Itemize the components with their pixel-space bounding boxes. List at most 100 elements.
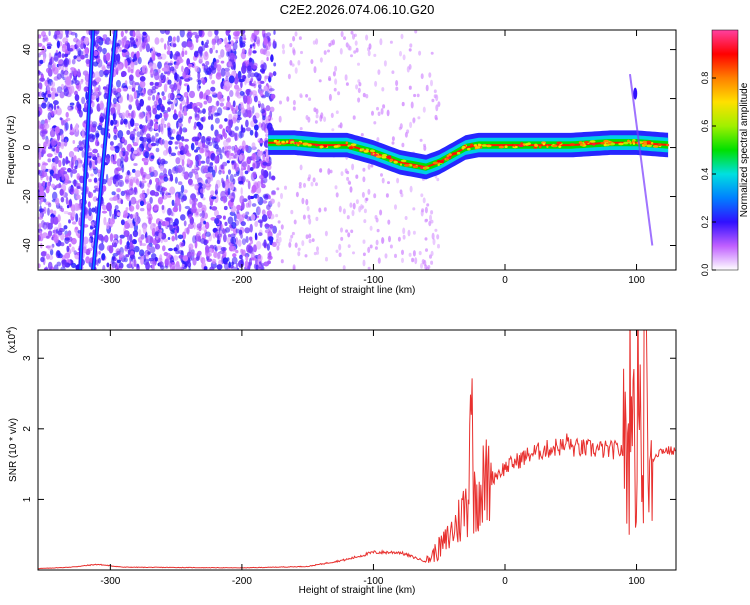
- noise-speck: [159, 265, 165, 270]
- noise-speck: [166, 194, 172, 198]
- noise-speck: [183, 138, 189, 142]
- noise-speck: [160, 72, 164, 81]
- noise-speck: [61, 259, 67, 268]
- noise-speck: [112, 119, 118, 125]
- noise-speck: [229, 130, 236, 138]
- noise-speck: [61, 174, 65, 181]
- noise-speck: [150, 88, 157, 94]
- noise-speck: [220, 49, 225, 58]
- colorbar-tick-label-2: 0.4: [700, 168, 710, 181]
- ridge-blob: [600, 141, 606, 145]
- noise-speck: [275, 238, 279, 244]
- noise-speck: [265, 50, 271, 57]
- noise-speck: [168, 140, 173, 146]
- noise-speck: [423, 143, 426, 147]
- noise-speck: [260, 103, 265, 111]
- ridge-blob: [658, 143, 662, 146]
- noise-speck: [324, 230, 328, 237]
- noise-speck: [225, 187, 229, 197]
- noise-speck: [167, 107, 171, 112]
- noise-speck: [171, 166, 177, 174]
- noise-speck: [287, 73, 291, 80]
- ridge-blob: [307, 143, 312, 147]
- noise-speck: [236, 267, 239, 270]
- noise-speck: [120, 199, 124, 205]
- noise-speck: [295, 191, 299, 198]
- noise-speck: [102, 264, 106, 270]
- noise-speck: [172, 36, 176, 42]
- noise-speck: [154, 37, 160, 45]
- ridge-blob: [297, 142, 302, 145]
- noise-speck: [73, 68, 77, 77]
- noise-speck: [233, 226, 238, 236]
- noise-speck: [339, 48, 343, 55]
- ridge-blob: [370, 149, 375, 153]
- noise-speck: [294, 31, 298, 37]
- colorbar-tick-label-3: 0.6: [700, 120, 710, 133]
- noise-speck: [124, 60, 128, 69]
- noise-speck: [373, 53, 377, 58]
- noise-speck: [184, 144, 189, 151]
- noise-speck: [353, 50, 357, 54]
- ridge-blob: [603, 143, 607, 147]
- noise-speck: [80, 78, 84, 83]
- noise-speck: [167, 40, 170, 47]
- noise-speck: [117, 60, 121, 64]
- noise-speck: [192, 235, 197, 244]
- noise-speck: [76, 194, 81, 200]
- noise-speck: [252, 172, 257, 179]
- ridge-blob: [486, 144, 492, 148]
- noise-speck: [188, 171, 193, 179]
- noise-speck: [157, 56, 163, 60]
- noise-speck: [186, 84, 190, 93]
- noise-speck: [180, 242, 186, 247]
- noise-speck: [257, 150, 263, 157]
- noise-speck: [227, 34, 231, 41]
- noise-speck: [106, 64, 111, 69]
- noise-speck: [265, 116, 270, 120]
- noise-speck: [268, 171, 272, 180]
- noise-speck: [379, 209, 383, 216]
- noise-speck: [234, 126, 239, 131]
- noise-speck: [247, 164, 251, 173]
- noise-speck: [57, 59, 64, 65]
- noise-speck: [97, 125, 103, 131]
- figure-title: C2E2.2026.074.06.10.G20: [280, 2, 435, 17]
- noise-speck: [431, 232, 435, 240]
- noise-speck: [241, 213, 247, 218]
- noise-speck: [231, 245, 237, 252]
- noise-speck: [367, 246, 371, 253]
- noise-speck: [97, 91, 102, 96]
- ridge-blob: [322, 144, 328, 148]
- noise-speck: [247, 195, 251, 200]
- noise-speck: [276, 245, 280, 251]
- noise-speck: [58, 205, 63, 209]
- noise-speck: [84, 102, 87, 111]
- noise-speck: [391, 136, 395, 142]
- noise-speck: [395, 80, 399, 87]
- noise-speck: [229, 174, 234, 183]
- noise-speck: [211, 66, 217, 74]
- noise-speck: [361, 191, 365, 198]
- noise-speck: [233, 36, 239, 40]
- spectrogram-ylabel: Frequency (Hz): [6, 116, 17, 185]
- noise-speck: [401, 257, 404, 263]
- noise-speck: [96, 169, 101, 173]
- noise-speck: [88, 190, 91, 199]
- noise-speck: [241, 48, 246, 55]
- noise-speck: [169, 186, 176, 195]
- noise-speck: [119, 234, 125, 239]
- noise-speck: [61, 53, 65, 58]
- noise-speck: [352, 33, 355, 40]
- noise-speck: [220, 164, 223, 170]
- noise-speck: [401, 249, 404, 255]
- noise-speck: [96, 152, 100, 158]
- noise-speck: [171, 87, 175, 94]
- noise-speck: [269, 224, 274, 229]
- noise-speck: [65, 76, 72, 86]
- noise-speck: [262, 115, 266, 121]
- noise-speck: [297, 60, 301, 66]
- noise-speck: [380, 173, 383, 177]
- noise-speck: [222, 215, 226, 220]
- noise-speck: [92, 92, 99, 99]
